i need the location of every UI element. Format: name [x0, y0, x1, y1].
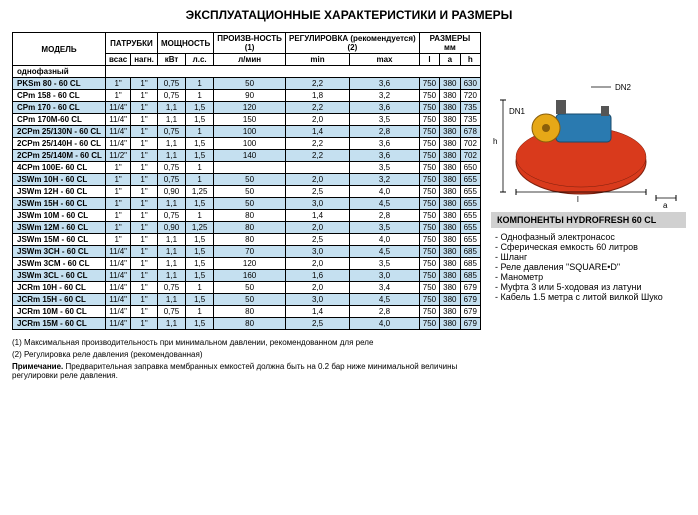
col-min: min — [285, 54, 349, 66]
table-row: 4CPm 100E- 60 CL1"1"0,7513,5750380650 — [13, 162, 481, 174]
table-row: JCRm 10M - 60 CL11/4"1"0,751801,42,87503… — [13, 306, 481, 318]
table-row: JSWm 3CH - 60 CL11/4"1"1,11,5703,04,5750… — [13, 246, 481, 258]
table-row: JSWm 15M - 60 CL1"1"1,11,5802,54,0750380… — [13, 234, 481, 246]
list-item: Муфта 3 или 5-ходовая из латуни — [495, 282, 686, 292]
table-row: JSWm 12M - 60 CL1"1"0,901,25802,03,57503… — [13, 222, 481, 234]
table-row: CPm 170 - 60 CL11/4"1"1,11,51202,23,6750… — [13, 102, 481, 114]
dim-h: h — [493, 137, 497, 146]
footnote-2: (2) Регулировка реле давления (рекомендо… — [12, 350, 481, 359]
col-delivery: нагн. — [131, 54, 158, 66]
footnotes: (1) Максимальная производительность при … — [12, 338, 481, 380]
table-row: JSWm 15H - 60 CL1"1"1,11,5503,04,5750380… — [13, 198, 481, 210]
table-row: 2CPm 25/140H - 60 CL11/4"1"1,11,51002,23… — [13, 138, 481, 150]
table-row: JSWm 10H - 60 CL1"1"0,751502,03,27503806… — [13, 174, 481, 186]
dimension-diagram: DN2 h DN1 l a — [491, 52, 681, 202]
col-power: МОЩНОСТЬ — [157, 33, 213, 54]
svg-text:DN2: DN2 — [615, 83, 632, 92]
col-suction: всас — [106, 54, 131, 66]
list-item: Сферическая емкость 60 литров — [495, 242, 686, 252]
col-a: a — [440, 54, 460, 66]
table-row: 2CPm 25/140M - 60 CL11/2"1"1,11,51402,23… — [13, 150, 481, 162]
spec-table: МОДЕЛЬ ПАТРУБКИ МОЩНОСТЬ ПРОИЗВ-НОСТЬ(1)… — [12, 32, 481, 330]
col-dims: РАЗМЕРЫмм — [419, 33, 480, 54]
col-output: ПРОИЗВ-НОСТЬ(1) — [214, 33, 286, 54]
table-row: JCRm 10H - 60 CL11/4"1"0,751502,03,47503… — [13, 282, 481, 294]
table-row: CPm 170M-60 CL11/4"1"1,11,51502,03,57503… — [13, 114, 481, 126]
table-row: 2CPm 25/130N - 60 CL11/4"1"0,7511001,42,… — [13, 126, 481, 138]
list-item: Реле давления "SQUARE•D" — [495, 262, 686, 272]
row-phase: однофазный — [13, 66, 106, 78]
col-max: max — [350, 54, 420, 66]
table-row: JSWm 10M - 60 CL1"1"0,751801,42,87503806… — [13, 210, 481, 222]
dim-l: l — [577, 195, 579, 204]
footnote-1: (1) Максимальная производительность при … — [12, 338, 481, 347]
col-lmin: л/мин — [214, 54, 286, 66]
list-item: Кабель 1.5 метра с литой вилкой Шуко — [495, 292, 686, 302]
table-row: JCRm 15H - 60 CL11/4"1"1,11,5503,04,5750… — [13, 294, 481, 306]
list-item: Однофазный электронасос — [495, 232, 686, 242]
dim-dn1: DN1 — [509, 107, 525, 116]
table-row: PKSm 80 - 60 CL1"1"0,751502,23,675038063… — [13, 78, 481, 90]
components-title: КОМПОНЕНТЫ HYDROFRESH 60 CL — [491, 212, 686, 228]
col-nozzles: ПАТРУБКИ — [106, 33, 158, 54]
table-row: JSWm 3CM - 60 CL11/4"1"1,11,51202,03,575… — [13, 258, 481, 270]
table-row: JSWm 3CL - 60 CL11/4"1"1,11,51601,63,075… — [13, 270, 481, 282]
table-row: JSWm 12H - 60 CL1"1"0,901,25502,54,07503… — [13, 186, 481, 198]
note: Примечание. Предварительная заправка мем… — [12, 362, 481, 380]
list-item: Манометр — [495, 272, 686, 282]
list-item: Шланг — [495, 252, 686, 262]
col-adjust: РЕГУЛИРОВКА (рекомендуется)(2) — [285, 33, 419, 54]
col-model: МОДЕЛЬ — [13, 33, 106, 66]
table-row: CPm 158 - 60 CL1"1"0,751901,83,275038072… — [13, 90, 481, 102]
col-h: h — [460, 54, 480, 66]
col-hp: л.с. — [186, 54, 214, 66]
col-l: l — [419, 54, 439, 66]
col-kw: кВт — [157, 54, 185, 66]
page-title: ЭКСПЛУАТАЦИОННЫЕ ХАРАКТЕРИСТИКИ И РАЗМЕР… — [12, 8, 686, 22]
components-list: Однофазный электронасосСферическая емкос… — [491, 232, 686, 302]
dim-a: a — [663, 201, 667, 210]
table-row: JCRm 15M - 60 CL11/4"1"1,11,5802,54,0750… — [13, 318, 481, 330]
